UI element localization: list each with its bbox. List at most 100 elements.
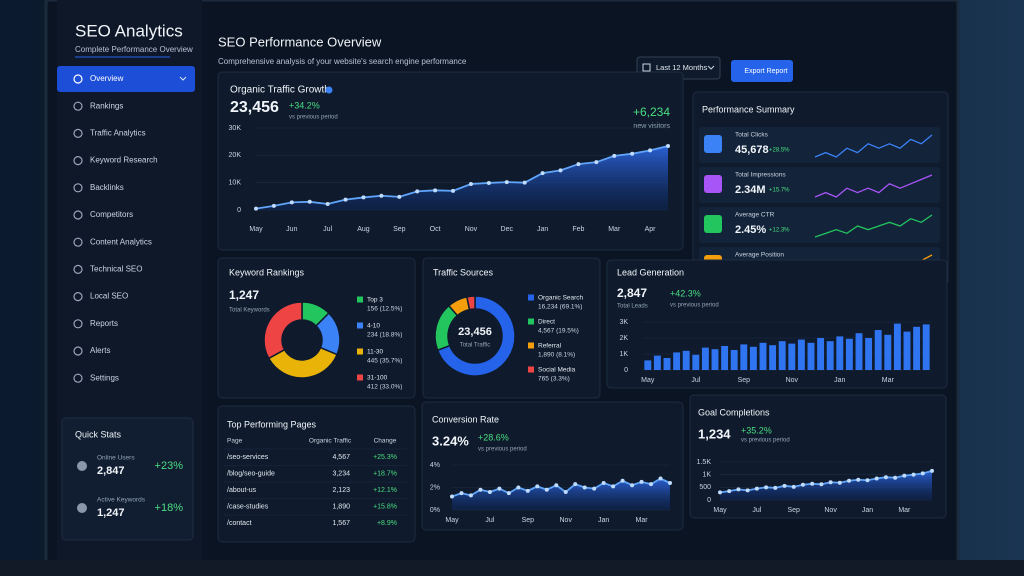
date-range[interactable]: Last 12 Months [656,63,708,72]
stat-change: +23% [155,460,184,472]
point [433,188,438,193]
point [573,482,578,487]
export-label[interactable]: Export Report [744,68,787,75]
x-tick-label: Feb [572,226,584,233]
quick-stats-title: Quick Stats [75,429,122,439]
export-button[interactable] [731,60,793,82]
legend-value: 765 (3.3%) [538,376,570,383]
legend-value: 445 (35.7%) [367,358,402,365]
point [307,199,312,204]
point [847,478,852,483]
point [893,475,898,480]
legend-label: 11-30 [367,349,384,356]
donut-center-label: Total Traffic [460,343,491,349]
point [764,485,769,490]
line [255,145,669,210]
point [736,487,741,492]
y-tick-label: 20K [229,152,242,159]
point [773,485,778,490]
x-tick-label: Sep [393,226,406,233]
nav-item[interactable]: Traffic Analytics [90,129,146,138]
point [563,490,568,494]
chevron [179,76,187,81]
x-tick-label: May [641,377,655,384]
summary-label: Total Clicks [735,132,769,139]
point [506,491,511,496]
summary-label: Average CTR [735,212,775,219]
page-path: /case-studies [227,503,269,510]
bar [884,334,892,370]
sparkline [814,214,933,238]
page-title: SEO Performance Overview [218,34,382,49]
nav-item[interactable]: Keyword Research [90,156,158,165]
nav-item[interactable]: Backlinks [90,183,124,192]
nav-item[interactable]: Settings [90,373,119,382]
bar [865,338,873,370]
point [666,144,670,149]
y-tick-label: 30K [229,125,242,132]
legend-swatch [528,342,534,349]
bar [807,342,815,370]
stat-value: 1,247 [97,507,125,519]
legend-swatch [528,366,534,373]
point [902,473,907,478]
summary-label: Total Impressions [735,172,786,179]
nav-item[interactable]: Alerts [90,346,110,355]
nav-icon [73,74,83,84]
legend-label: Social Media [538,367,576,374]
kpi-value: 1,234 [698,426,731,441]
page-traffic: 2,123 [332,487,350,494]
point [819,482,824,487]
nav-item[interactable]: Local SEO [90,292,128,301]
donut-segment [263,301,303,360]
stat-change: +18% [155,502,184,514]
panel-title: Keyword Rankings [229,267,305,277]
legend-value: 412 (33.0%) [367,384,402,391]
stat-label: Active Keywords [97,497,146,504]
bar [749,346,757,370]
point [343,197,348,202]
legend-swatch [357,374,363,381]
x-tick-label: Mar [636,517,649,524]
dropdown-chevron [707,65,715,70]
page-change: +12.1% [373,487,397,494]
kpi-change: +28.6% [478,432,509,442]
bar [788,343,796,370]
page-traffic: 3,234 [332,470,350,477]
point [612,153,617,158]
nav-item[interactable]: Content Analytics [90,237,152,246]
point [451,188,456,193]
page-traffic: 4,567 [332,454,350,461]
summary-value: 2.45% [735,224,766,236]
nav-icon [73,264,83,274]
bar [893,323,901,370]
bar [701,347,709,370]
nav-item[interactable]: Rankings [90,101,123,110]
x-tick-label: Jul [485,517,494,524]
x-tick-label: Jul [691,377,700,384]
bar [692,354,700,370]
point [883,475,888,480]
nav-item[interactable]: Reports [90,319,118,328]
page-change: +15.8% [373,503,397,510]
y-tick-label: 0 [237,207,241,214]
nav-item[interactable]: Overview [90,74,124,83]
panel-title: Top Performing Pages [227,419,317,429]
point [497,486,502,491]
nav-icon [73,346,83,356]
point [504,180,509,185]
point [594,160,599,165]
point [535,484,540,489]
highlight-value: +6,234 [633,105,670,119]
point [576,162,581,167]
table-header: Organic Traffic [309,438,352,445]
nav-item[interactable]: Technical SEO [90,265,142,274]
point [361,195,366,200]
point [325,201,330,206]
nav-item[interactable]: Competitors [90,210,133,219]
summary-icon [704,135,722,153]
nav-icon [73,128,83,138]
table-header: Page [227,438,243,445]
kpi-note: Total Leads [617,304,648,310]
sparkline [814,134,933,158]
